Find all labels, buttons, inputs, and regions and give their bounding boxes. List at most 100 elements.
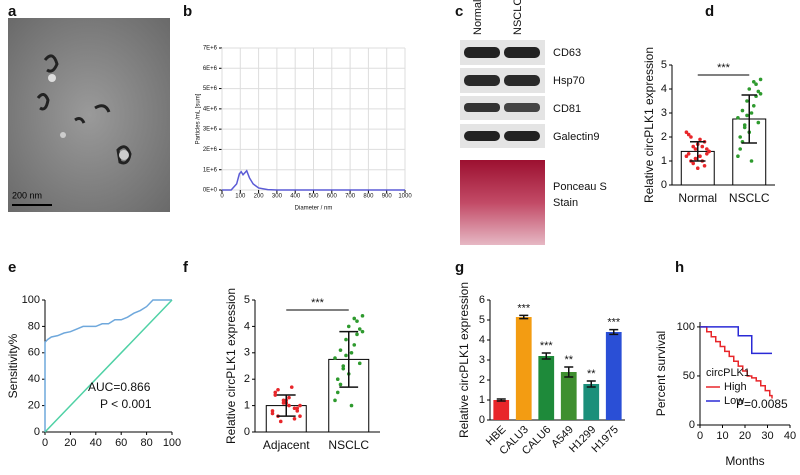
x-tick-label: 0 (42, 437, 48, 449)
y-tick-label: 3 (479, 354, 485, 366)
x-tick-label: 900 (382, 194, 393, 200)
data-point (273, 390, 278, 395)
data-point (749, 159, 754, 163)
y-tick-label: 5E+6 (203, 86, 218, 92)
y-tick-label: 0 (689, 419, 695, 431)
data-point (705, 147, 709, 151)
error-bar (586, 380, 596, 388)
bar (515, 317, 532, 420)
y-tick-label: 0E+0 (203, 188, 218, 194)
data-point (270, 411, 275, 416)
data-point (346, 324, 351, 329)
annotation: AUC=0.866 (88, 380, 151, 394)
x-tick-label: 10 (716, 430, 728, 442)
x-tick-label: 20 (739, 430, 751, 442)
data-point (756, 89, 761, 94)
x-tick-label: 40 (784, 430, 796, 442)
annotation: P=0.0085 (736, 397, 788, 411)
data-point (298, 414, 302, 418)
line (44, 299, 173, 433)
panel-letter: h (675, 259, 684, 276)
data-point (338, 382, 343, 387)
data-point (736, 154, 740, 158)
data-point (335, 390, 340, 395)
protein-label: CD63 (553, 47, 581, 59)
data-point (686, 152, 691, 156)
y-tick-label: 2 (661, 131, 667, 143)
data-point (352, 343, 357, 347)
data-point (289, 385, 294, 389)
data-point (702, 164, 707, 168)
x-tick-label: 100 (235, 194, 246, 200)
error-bar (609, 328, 619, 336)
y-tick-label: 4 (661, 83, 667, 95)
data-point (349, 403, 354, 408)
x-tick-label: 1000 (398, 194, 412, 200)
significance-label: ** (564, 354, 573, 366)
y-tick-label: 6E+6 (203, 66, 218, 72)
protein-label: Galectin9 (553, 131, 599, 143)
data-point (684, 154, 689, 158)
significance-label: ** (587, 368, 596, 380)
significance-label: *** (311, 297, 325, 309)
x-tick-label: 500 (308, 194, 319, 200)
data-point (745, 99, 749, 103)
scale-bar-label: 200 nm (12, 190, 42, 200)
x-axis-label: Diameter / nm (295, 206, 333, 212)
data-point (738, 147, 742, 151)
data-point (749, 111, 754, 115)
error-bar (541, 352, 551, 360)
data-point (281, 398, 286, 403)
data-point (298, 403, 302, 408)
x-tick-label: 600 (327, 194, 338, 200)
significance-label: *** (540, 340, 554, 352)
data-point (689, 135, 693, 139)
x-tick-label: 60 (115, 437, 127, 449)
data-point (352, 316, 357, 321)
data-point (333, 398, 337, 403)
data-point (349, 351, 354, 355)
blot (460, 40, 545, 245)
survival-curve (700, 326, 773, 399)
protein-label: CD81 (553, 103, 581, 115)
error-bar (519, 314, 529, 320)
y-axis-label: Sensitivity% (6, 333, 20, 398)
x-tick-label: 400 (290, 194, 301, 200)
x-axis-label: Months (725, 454, 764, 468)
y-tick-label: 20 (28, 400, 40, 412)
x-tick-label: 0 (220, 194, 224, 200)
data-point (751, 80, 756, 84)
legend-label: High (724, 381, 747, 393)
data-point (693, 156, 698, 161)
significance-label: *** (607, 317, 621, 329)
y-tick-label: 0 (661, 179, 667, 191)
x-tick-label: 800 (363, 194, 374, 200)
data-point (742, 125, 747, 130)
x-tick-label: 20 (64, 437, 76, 449)
data-point (287, 395, 291, 400)
data-point (278, 419, 283, 424)
data-point (756, 120, 761, 125)
data-point (270, 409, 275, 413)
x-tick-label: 40 (90, 437, 102, 449)
data-point (360, 329, 365, 334)
data-point (341, 366, 346, 371)
data-point (758, 77, 763, 82)
data-point (355, 332, 359, 337)
data-point (691, 144, 696, 149)
error-bar (741, 94, 757, 144)
lane-label: Normal (472, 0, 484, 35)
protein-label: Hsp70 (553, 75, 585, 87)
data-point (707, 149, 711, 154)
data-point (745, 113, 749, 118)
data-point (705, 152, 709, 156)
data-point (698, 154, 702, 158)
data-point (341, 364, 346, 368)
data-point (292, 406, 297, 411)
panel-letter: f (183, 259, 189, 276)
data-point (751, 104, 756, 108)
panel-letter: g (455, 259, 464, 276)
data-point (691, 161, 696, 166)
legend-label: Low (724, 395, 744, 407)
